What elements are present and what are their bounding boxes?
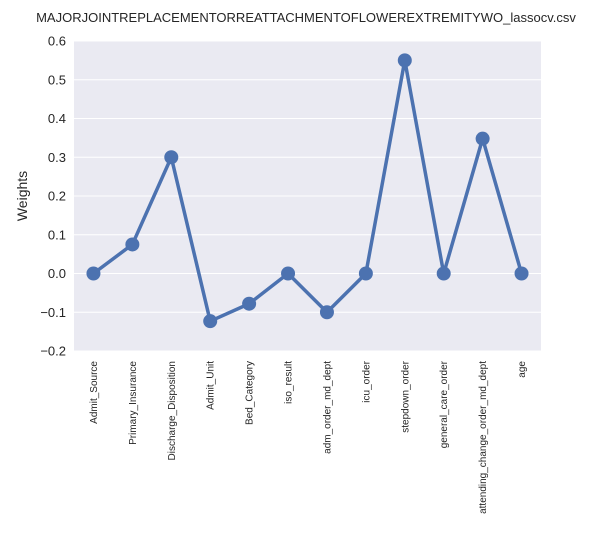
data-point bbox=[86, 266, 101, 281]
data-point bbox=[281, 266, 296, 281]
x-tick-label: adm_order_md_dept bbox=[322, 361, 333, 454]
data-point bbox=[125, 237, 140, 252]
x-tick-label: iso_result bbox=[284, 361, 295, 404]
x-tick-label: Primary_Insurance bbox=[128, 361, 139, 445]
y-tick-label: 0.6 bbox=[48, 34, 66, 49]
x-tick-label: Bed_Category bbox=[245, 361, 256, 425]
chart-title: MAJORJOINTREPLACEMENTORREATTACHMENTOFLOW… bbox=[36, 10, 576, 25]
x-tick-labels: Admit_Source Primary_Insurance Discharge_D… bbox=[89, 360, 528, 514]
y-axis-label: Weights bbox=[14, 171, 30, 221]
data-point bbox=[358, 266, 373, 281]
y-tick-label: 0.4 bbox=[48, 111, 66, 126]
series-line bbox=[91, 58, 524, 323]
y-tick-label: 0.3 bbox=[48, 150, 66, 165]
x-tick-label: attending_change_order_md_dept bbox=[478, 361, 489, 514]
data-point bbox=[475, 131, 490, 146]
data-point bbox=[164, 150, 179, 165]
y-tick-label: 0.5 bbox=[48, 72, 66, 87]
data-point bbox=[436, 266, 451, 281]
data-points bbox=[86, 53, 529, 329]
data-point bbox=[514, 266, 529, 281]
data-point bbox=[242, 296, 257, 311]
y-tick-label: −0.2 bbox=[40, 344, 66, 359]
y-tick-label: 0.0 bbox=[48, 266, 66, 281]
y-tick-label: −0.1 bbox=[40, 305, 66, 320]
x-tick-label: Discharge_Disposition bbox=[167, 361, 178, 461]
data-point bbox=[203, 314, 218, 329]
y-tick-label: 0.1 bbox=[48, 227, 66, 242]
data-point bbox=[397, 53, 412, 68]
data-point bbox=[319, 305, 334, 320]
x-tick-label: age bbox=[517, 361, 528, 378]
x-tick-label: Admit_Unit bbox=[206, 361, 217, 410]
y-tick-label: 0.2 bbox=[48, 189, 66, 204]
y-tick-labels: −0.2 −0.1 0.0 0.1 0.2 0.3 0.4 0.5 0.6 bbox=[40, 34, 66, 359]
x-tick-label: icu_order bbox=[361, 360, 372, 402]
x-tick-label: Admit_Source bbox=[89, 361, 100, 424]
gridlines bbox=[74, 40, 541, 352]
x-tick-label: general_care_order bbox=[439, 360, 450, 448]
x-tick-label: stepdown_order bbox=[400, 360, 411, 432]
